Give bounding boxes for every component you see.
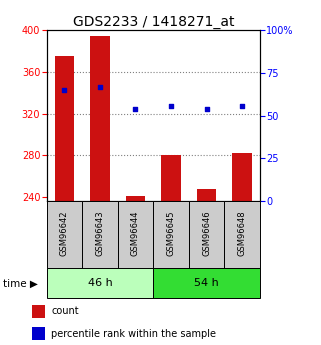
Bar: [153, 268, 260, 298]
Bar: [197, 189, 216, 201]
Text: time ▶: time ▶: [3, 278, 38, 288]
Text: GSM96645: GSM96645: [167, 211, 176, 256]
Bar: [224, 201, 260, 268]
Point: [204, 106, 209, 112]
Title: GDS2233 / 1418271_at: GDS2233 / 1418271_at: [73, 15, 234, 29]
Point: [133, 106, 138, 112]
Bar: [126, 196, 145, 201]
Bar: [32, 327, 45, 340]
Text: 46 h: 46 h: [88, 278, 112, 288]
Text: GSM96642: GSM96642: [60, 211, 69, 256]
Text: GSM96648: GSM96648: [238, 210, 247, 256]
Bar: [118, 201, 153, 268]
Text: GSM96643: GSM96643: [95, 210, 104, 256]
Bar: [153, 201, 189, 268]
Bar: [32, 305, 45, 318]
Point: [62, 87, 67, 93]
Text: GSM96646: GSM96646: [202, 210, 211, 256]
Bar: [55, 56, 74, 201]
Text: 54 h: 54 h: [194, 278, 219, 288]
Bar: [47, 201, 82, 268]
Bar: [232, 153, 252, 201]
Text: count: count: [51, 306, 79, 316]
Text: percentile rank within the sample: percentile rank within the sample: [51, 329, 216, 339]
Bar: [90, 36, 110, 201]
Bar: [47, 268, 153, 298]
Bar: [189, 201, 224, 268]
Bar: [161, 155, 181, 201]
Point: [240, 103, 245, 108]
Text: GSM96644: GSM96644: [131, 211, 140, 256]
Bar: [82, 201, 118, 268]
Point: [97, 84, 102, 89]
Point: [169, 103, 174, 108]
